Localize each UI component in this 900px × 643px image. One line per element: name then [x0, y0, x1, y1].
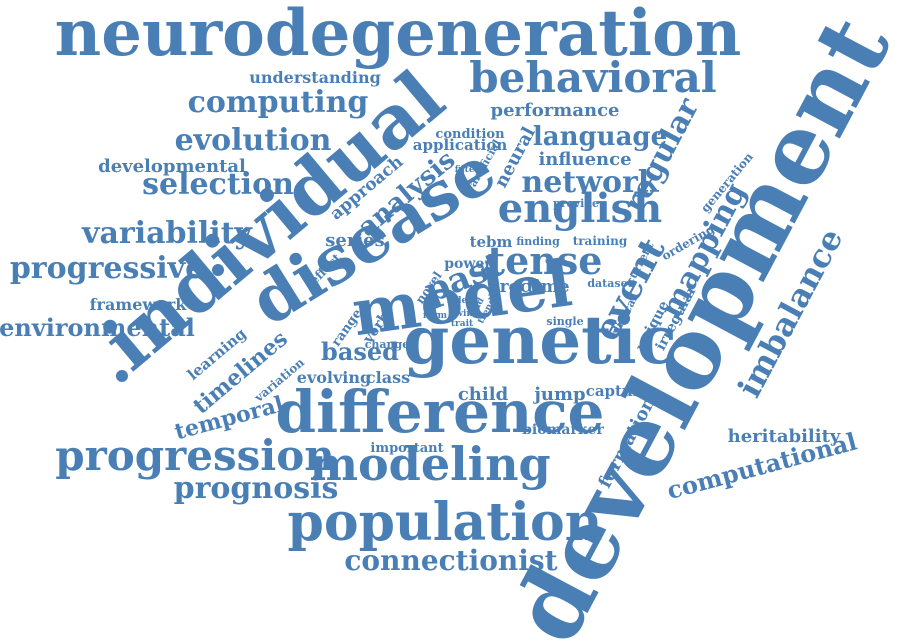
cloud-word-understanding: understanding	[249, 68, 381, 87]
cloud-word-capture: capture	[586, 382, 651, 400]
cloud-word-biomarker: biomarker	[522, 422, 604, 438]
cloud-word-network: network	[521, 165, 659, 200]
cloud-word-proc: proc	[488, 277, 531, 297]
cloud-word-time: time	[526, 277, 569, 297]
cloud-word-connectionist: connectionist	[344, 544, 557, 577]
cloud-word-environmental: environmental	[0, 313, 195, 342]
cloud-dot-0	[212, 264, 224, 276]
cloud-word-population: population	[288, 492, 603, 553]
cloud-word-filter: filter	[455, 165, 480, 175]
cloud-word-jump: jump	[532, 384, 585, 405]
cloud-word-progression: progression	[55, 431, 335, 480]
cloud-word-class: class	[366, 368, 410, 387]
cloud-word-power: power	[444, 256, 492, 272]
cloud-word-difference: difference	[276, 378, 605, 446]
cloud-word-language: language	[533, 122, 667, 152]
cloud-word-application: application	[413, 136, 508, 154]
cloud-word-framework: framework	[90, 295, 188, 314]
cloud-word-heritability: heritability	[728, 426, 841, 447]
cloud-word-performance: performance	[491, 100, 620, 121]
cloud-word-variability: variability	[81, 216, 254, 251]
cloud-word-evolving: evolving	[297, 368, 371, 387]
cloud-word-finding: finding	[516, 235, 560, 248]
cloud-word-form: form	[423, 311, 448, 321]
cloud-word-selection: selection	[142, 167, 294, 202]
cloud-word-provide: provide	[553, 197, 599, 210]
cloud-word-dataset: dataset	[587, 277, 633, 290]
cloud-word-child: child	[458, 384, 509, 405]
cloud-word-training: training	[573, 234, 628, 248]
cloud-word-evolution: evolution	[175, 123, 332, 158]
cloud-word-twin: twin	[451, 309, 473, 319]
cloud-word-modeling: modeling	[309, 437, 550, 491]
cloud-word-condition: condition	[435, 127, 505, 142]
cloud-word-single: single	[546, 315, 583, 328]
cloud-word-genetic: genetic	[403, 301, 677, 379]
cloud-word-change: change	[365, 338, 410, 351]
cloud-word-prognosis: prognosis	[174, 471, 339, 506]
cloud-word-series: series	[325, 230, 385, 251]
cloud-word-tebm: tebm	[470, 233, 513, 251]
cloud-word-influence: influence	[538, 149, 631, 170]
cloud-word-based: based	[321, 337, 399, 366]
cloud-word-progressive: progressive	[10, 251, 204, 286]
cloud-word-trait: trait	[451, 319, 474, 329]
cloud-word-computing: computing	[188, 85, 369, 120]
cloud-word-english: english	[498, 185, 663, 232]
cloud-dot-1	[116, 370, 128, 382]
cloud-word-important: important	[370, 441, 443, 456]
cloud-word-behavioral: behavioral	[469, 53, 717, 102]
cloud-word-developmental: developmental	[98, 156, 246, 177]
cloud-word-rule: rule	[447, 296, 468, 306]
cloud-word-tense: tense	[488, 238, 603, 283]
cloud-word-neurodegeneration: neurodegeneration	[55, 0, 742, 71]
